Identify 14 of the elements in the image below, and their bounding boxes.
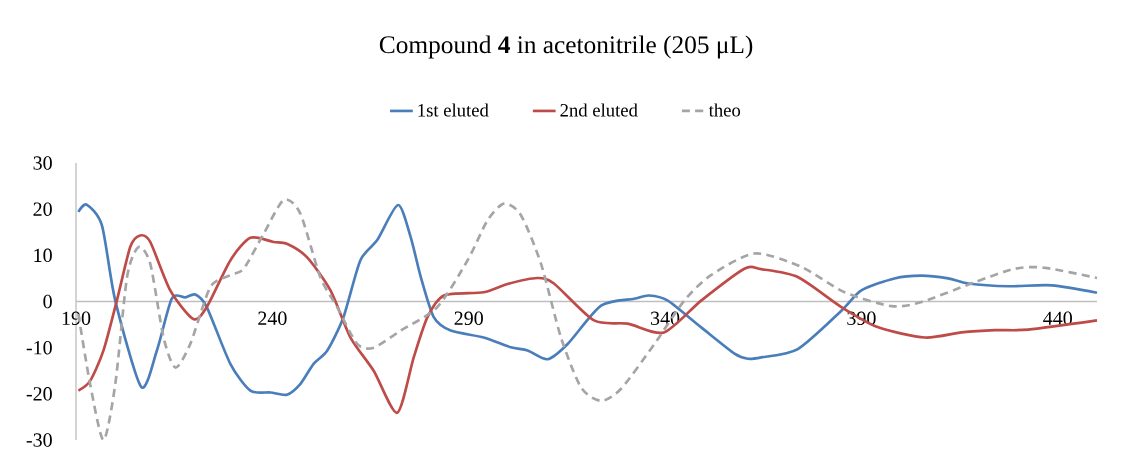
legend-label: 1st eluted xyxy=(418,103,489,117)
y-tick-label: -20 xyxy=(26,387,52,401)
x-tick-label: 290 xyxy=(454,311,483,326)
y-tick-label: -10 xyxy=(26,340,52,355)
y-tick-label: 20 xyxy=(33,202,52,216)
y-tick-label: 0 xyxy=(43,294,52,309)
y-tick-label: 10 xyxy=(34,248,52,263)
y-tick-label: 30 xyxy=(33,156,52,170)
legend-label: theo xyxy=(708,103,741,117)
x-tick-label: 440 xyxy=(1043,311,1072,326)
chart-title: Compound 4 in acetonitrile (205 μL) xyxy=(379,35,753,59)
y-tick-label: -30 xyxy=(26,433,52,447)
legend-label: 2nd eluted xyxy=(560,103,638,117)
x-tick-label: 240 xyxy=(258,311,287,326)
